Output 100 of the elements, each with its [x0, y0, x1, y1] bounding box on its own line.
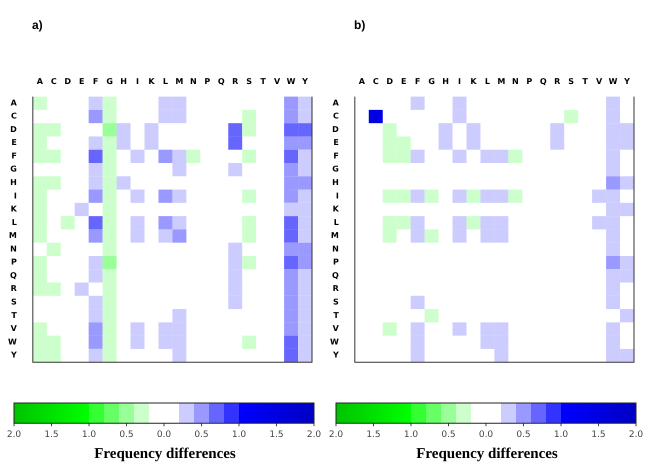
x-tick-label: F — [414, 76, 420, 86]
y-tick-label: V — [10, 324, 18, 334]
x-tick-label: D — [386, 76, 394, 86]
color-bar-label: 1.0 — [232, 430, 246, 440]
x-tick-label: L — [162, 76, 168, 86]
x-tick-label: W — [608, 76, 618, 86]
x-tick-label: H — [442, 76, 449, 86]
x-tick-label: Q — [218, 76, 225, 86]
color-bar-title: Frequency differences — [93, 446, 237, 463]
y-tick-label: V — [332, 324, 340, 334]
y-tick-label: P — [10, 258, 17, 267]
x-tick-label: H — [120, 76, 127, 86]
x-tick-label: T — [582, 76, 588, 86]
x-tick-label: E — [400, 76, 406, 86]
y-tick-label: S — [11, 298, 18, 307]
x-tick-label: K — [470, 76, 478, 86]
y-tick-label: N — [10, 244, 17, 254]
color-bar-label: 0.5 — [194, 430, 209, 440]
color-bar-label: 0.5 — [441, 430, 456, 440]
x-tick-label: G — [106, 76, 113, 86]
x-tick-label: S — [246, 76, 252, 86]
y-tick-label: G — [332, 164, 339, 174]
y-tick-label: N — [332, 244, 339, 254]
y-tick-label: H — [10, 178, 17, 187]
x-tick-label: N — [512, 76, 519, 86]
x-tick-label: T — [260, 76, 266, 86]
x-tick-label: C — [50, 76, 57, 86]
color-bar-label: 2.0 — [328, 430, 344, 440]
x-tick-label: R — [232, 76, 238, 86]
color-bar-title: Frequency differences — [415, 446, 559, 463]
x-tick-label: Y — [301, 76, 308, 86]
color-bar-label: 1.0 — [82, 430, 96, 440]
y-tick-label: C — [332, 112, 339, 121]
y-tick-label: K — [332, 204, 340, 214]
y-tick-label: R — [332, 284, 339, 294]
x-tick-label: N — [190, 76, 197, 86]
x-tick-label: E — [78, 76, 84, 86]
y-tick-label: M — [8, 231, 17, 240]
x-tick-label: S — [568, 76, 574, 86]
y-tick-label: C — [10, 112, 17, 121]
y-tick-label: L — [12, 218, 17, 227]
x-tick-label: A — [358, 76, 366, 86]
x-tick-label: M — [175, 76, 184, 86]
color-bar-label: 1.0 — [404, 430, 418, 440]
chart-title: a) — [32, 18, 43, 32]
x-tick-label: I — [458, 76, 462, 86]
y-tick-label: Q — [10, 270, 18, 280]
x-tick-label: A — [36, 76, 44, 86]
color-bar-label: 2.0 — [306, 430, 322, 440]
y-tick-label: R — [10, 284, 17, 294]
y-tick-label: I — [14, 191, 17, 200]
color-bar-label: 0.5 — [119, 430, 134, 440]
y-tick-label: Y — [332, 350, 340, 360]
x-tick-label: P — [204, 76, 210, 86]
y-tick-label: I — [336, 191, 339, 200]
chart-title: b) — [354, 18, 366, 32]
color-bar-label: 0.0 — [478, 430, 494, 440]
y-tick-label: E — [333, 138, 339, 148]
y-tick-label: P — [332, 258, 339, 267]
y-tick-label: D — [10, 124, 18, 134]
color-bar-label: 2.0 — [6, 430, 22, 440]
color-bar-label: 0.0 — [156, 430, 172, 440]
x-tick-label: G — [428, 76, 435, 86]
color-bar-label: 0.5 — [516, 430, 531, 440]
color-bar-label: 1.5 — [366, 430, 381, 440]
y-tick-label: D — [332, 124, 340, 134]
y-tick-label: L — [334, 218, 339, 227]
y-tick-label: G — [10, 164, 17, 174]
x-tick-label: L — [484, 76, 490, 86]
y-tick-label: A — [10, 98, 18, 108]
y-tick-label: Q — [332, 270, 340, 280]
x-tick-label: M — [497, 76, 506, 86]
y-tick-label: H — [332, 178, 339, 187]
y-tick-label: K — [10, 204, 18, 214]
y-tick-label: W — [330, 337, 339, 346]
x-tick-label: C — [372, 76, 379, 86]
x-tick-label: K — [148, 76, 156, 86]
x-tick-label: V — [596, 76, 603, 86]
x-tick-label: F — [92, 76, 98, 86]
y-tick-label: T — [333, 310, 340, 320]
color-bar-label: 1.0 — [554, 430, 568, 440]
color-bar-label: 1.5 — [44, 430, 59, 440]
y-tick-label: E — [11, 138, 17, 148]
color-bar-label: 2.0 — [628, 430, 644, 440]
y-tick-label: S — [333, 298, 340, 307]
x-tick-label: R — [554, 76, 560, 86]
x-tick-label: D — [64, 76, 72, 86]
x-tick-label: Y — [623, 76, 630, 86]
y-tick-label: F — [11, 151, 17, 160]
y-tick-label: M — [330, 231, 339, 240]
color-bar-label: 1.5 — [591, 430, 606, 440]
x-tick-label: P — [526, 76, 532, 86]
y-tick-label: T — [11, 310, 18, 320]
y-tick-label: A — [332, 98, 340, 108]
y-tick-label: W — [8, 337, 17, 346]
x-tick-label: I — [136, 76, 140, 86]
y-tick-label: Y — [10, 350, 18, 360]
x-tick-label: V — [274, 76, 281, 86]
x-tick-label: Q — [540, 76, 547, 86]
color-bar-label: 1.5 — [269, 430, 284, 440]
